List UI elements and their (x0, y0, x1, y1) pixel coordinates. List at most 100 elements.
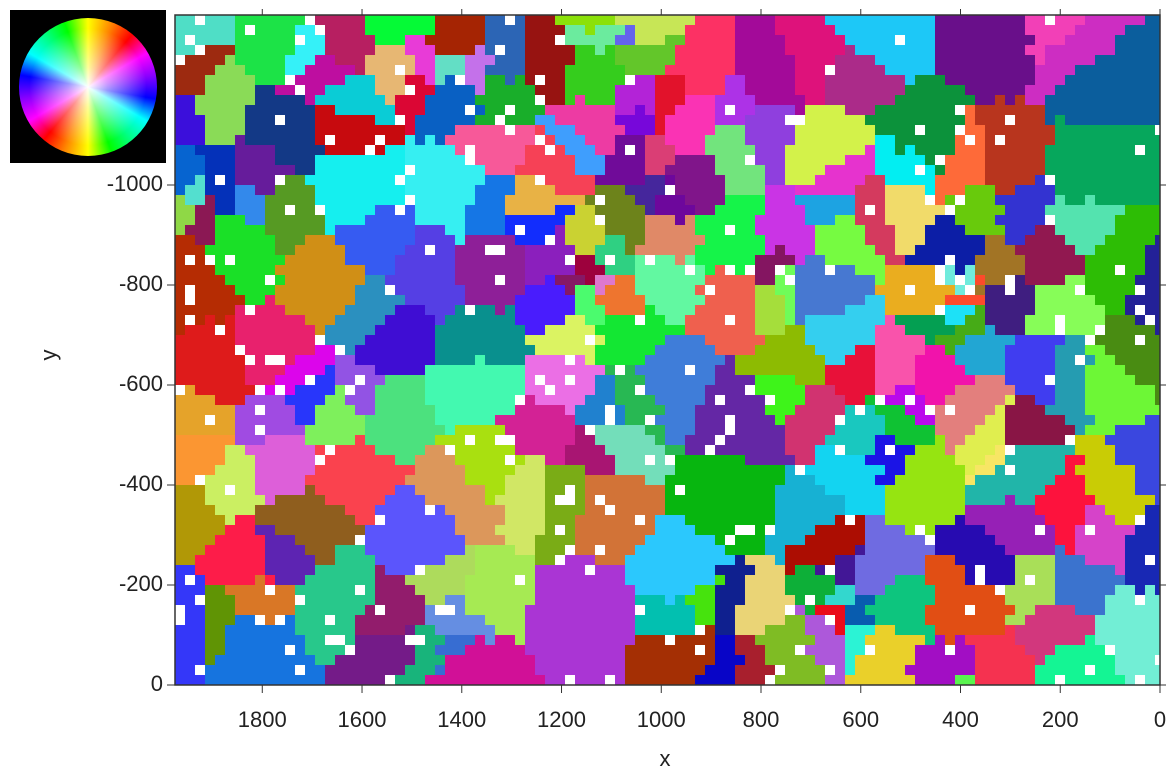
grain-pixel (1045, 265, 1056, 276)
grain-pixel (485, 515, 496, 526)
grain-pixel (665, 65, 676, 76)
grain-pixel (1035, 105, 1046, 116)
grain-pixel (495, 295, 506, 306)
grain-pixel (775, 215, 786, 226)
grain-pixel (335, 135, 346, 146)
grain-pixel (285, 155, 296, 166)
grain-pixel (1095, 65, 1106, 76)
grain-pixel (315, 195, 326, 206)
grain-pixel (565, 355, 576, 366)
grain-pixel (465, 235, 476, 246)
grain-pixel (265, 425, 276, 436)
grain-pixel (735, 335, 746, 346)
grain-pixel (925, 415, 936, 426)
grain-pixel (1095, 435, 1106, 446)
grain-pixel (465, 35, 476, 46)
grain-pixel (695, 345, 706, 356)
grain-pixel (475, 65, 486, 76)
grain-pixel (245, 245, 256, 256)
grain-pixel (925, 255, 936, 266)
grain-pixel (445, 325, 456, 336)
orientation-map (175, 15, 1166, 686)
grain-pixel (755, 205, 766, 216)
grain-pixel (205, 265, 216, 276)
grain-pixel (735, 145, 746, 156)
grain-pixel (595, 255, 606, 266)
grain-pixel (785, 165, 796, 176)
grain-pixel (725, 15, 736, 26)
grain-pixel (855, 355, 866, 366)
grain-pixel (305, 155, 316, 166)
grain-pixel (1065, 315, 1076, 326)
grain-pixel (1095, 305, 1106, 316)
grain-pixel (225, 145, 236, 156)
grain-pixel (945, 495, 956, 506)
grain-pixel (325, 495, 336, 506)
grain-pixel (385, 25, 396, 36)
grain-pixel (1075, 155, 1086, 166)
grain-pixel (625, 45, 636, 56)
grain-pixel (775, 455, 786, 466)
grain-pixel (195, 385, 206, 396)
grain-pixel (845, 35, 856, 46)
grain-pixel (505, 505, 516, 516)
grain-pixel (235, 385, 246, 396)
grain-pixel (845, 405, 856, 416)
grain-pixel (945, 455, 956, 466)
grain-pixel (255, 265, 266, 276)
grain-pixel (965, 115, 976, 126)
grain-pixel (445, 145, 456, 156)
grain-pixel (705, 305, 716, 316)
grain-pixel (665, 215, 676, 226)
grain-pixel (685, 475, 696, 486)
grain-pixel (595, 145, 606, 156)
grain-pixel (1035, 25, 1046, 36)
grain-pixel (725, 415, 736, 426)
grain-pixel (795, 465, 806, 476)
grain-pixel (295, 145, 306, 156)
grain-pixel (725, 155, 736, 166)
grain-pixel (365, 85, 376, 96)
grain-pixel (1105, 375, 1116, 386)
grain-pixel (855, 75, 866, 86)
grain-pixel (425, 415, 436, 426)
grain-pixel (615, 135, 626, 146)
grain-pixel (895, 225, 906, 236)
grain-pixel (235, 485, 246, 496)
grain-pixel (335, 395, 346, 406)
grain-pixel (825, 65, 836, 76)
grain-pixel (335, 265, 346, 276)
grain-pixel (975, 475, 986, 486)
grain-pixel (205, 185, 216, 196)
grain-pixel (1105, 165, 1116, 176)
grain-pixel (1135, 465, 1146, 476)
grain-pixel (805, 435, 816, 446)
grain-pixel (205, 435, 216, 446)
grain-pixel (795, 235, 806, 246)
grain-pixel (285, 435, 296, 446)
grain-pixel (735, 15, 746, 26)
grain-pixel (625, 245, 636, 256)
grain-pixel (925, 105, 936, 116)
grain-pixel (985, 335, 996, 346)
grain-pixel (435, 365, 446, 376)
grain-pixel (175, 315, 186, 326)
grain-pixel (915, 55, 926, 66)
grain-pixel (1145, 225, 1156, 236)
grain-pixel (855, 115, 866, 126)
grain-pixel (265, 35, 276, 46)
grain-pixel (895, 145, 906, 156)
grain-pixel (705, 365, 716, 376)
grain-pixel (325, 385, 336, 396)
grain-pixel (215, 105, 226, 116)
grain-pixel (225, 165, 236, 176)
grain-pixel (365, 405, 376, 416)
grain-pixel (835, 215, 846, 226)
grain-pixel (865, 385, 876, 396)
grain-pixel (775, 125, 786, 136)
grain-pixel (395, 465, 406, 476)
grain-pixel (265, 415, 276, 426)
grain-pixel (655, 385, 666, 396)
grain-pixel (815, 35, 826, 46)
grain-pixel (185, 425, 196, 436)
